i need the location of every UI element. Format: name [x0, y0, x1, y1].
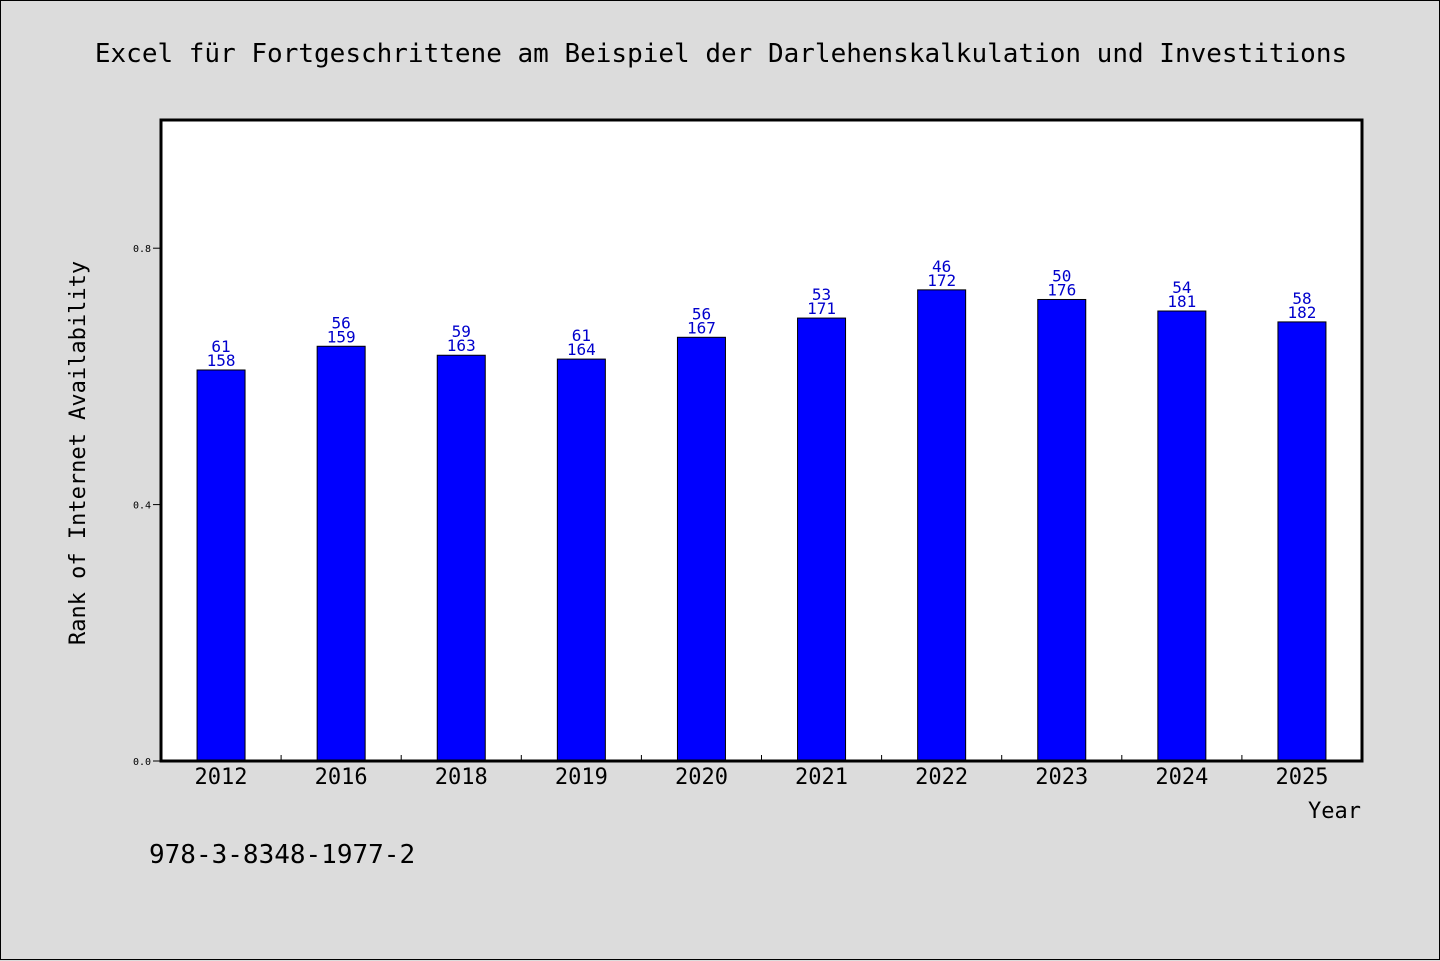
data-label-top-2019: 61 [572, 326, 591, 345]
data-label-bottom-2024: 181 [1167, 292, 1196, 311]
y-tick-label: 0.0 [133, 757, 151, 768]
data-label-bottom-2023: 176 [1047, 280, 1076, 299]
y-axis-label: Rank of Internet Availability [66, 261, 91, 645]
bar-2016 [316, 345, 366, 762]
y-tick-label: 0.4 [133, 501, 151, 512]
bar-2024 [1157, 310, 1207, 762]
data-label-top-2016: 56 [332, 313, 351, 332]
data-label-bottom-2021: 171 [807, 299, 836, 318]
x-tick-label-2025: 2025 [1275, 765, 1328, 790]
isbn-footnote: 978-3-8348-1977-2 [149, 840, 415, 870]
data-label-bottom-2019: 164 [567, 340, 596, 359]
bar-2021 [797, 317, 847, 762]
data-label-bottom-2025: 182 [1287, 303, 1316, 322]
bar-2018 [436, 354, 486, 762]
data-label-bottom-2018: 163 [447, 336, 476, 355]
data-label-top-2022: 46 [932, 257, 951, 276]
bar-2019 [556, 358, 606, 762]
data-label-bottom-2012: 158 [207, 351, 236, 370]
x-tick-label-2018: 2018 [435, 765, 488, 790]
bar-2023 [1037, 298, 1087, 762]
plot-frame [159, 118, 1364, 763]
y-axis-ticks: 0.0 0.4 0.8 [133, 244, 161, 768]
x-axis-ticks: 2012 2016 2018 2019 2020 2021 2022 2023 2024 2025 [195, 755, 1328, 790]
data-label-top-2023: 50 [1052, 266, 1071, 285]
bar-2012 [196, 369, 246, 762]
y-tick-label: 0.8 [133, 244, 151, 255]
bar-2025 [1277, 321, 1327, 762]
x-tick-label-2022: 2022 [915, 765, 968, 790]
x-tick-label-2019: 2019 [555, 765, 608, 790]
data-label-bottom-2020: 167 [687, 318, 716, 337]
data-label-top-2024: 54 [1172, 278, 1191, 297]
data-label-top-2012: 61 [211, 337, 230, 356]
x-tick-label-2016: 2016 [315, 765, 368, 790]
x-tick-label-2024: 2024 [1155, 765, 1208, 790]
data-label-bottom-2022: 172 [927, 271, 956, 290]
x-tick-label-2012: 2012 [195, 765, 248, 790]
chart-title: Excel für Fortgeschrittene am Beispiel d… [95, 39, 1347, 69]
data-label-top-2018: 59 [452, 322, 471, 341]
data-label-bottom-2016: 159 [327, 327, 356, 346]
data-label-top-2025: 58 [1292, 289, 1311, 308]
x-axis-label: Year [1308, 799, 1361, 824]
bar-2022 [917, 289, 967, 762]
bars-group [196, 289, 1327, 762]
x-tick-label-2020: 2020 [675, 765, 728, 790]
data-label-top-2020: 56 [692, 304, 711, 323]
data-label-top-2021: 53 [812, 285, 831, 304]
x-tick-label-2023: 2023 [1035, 765, 1088, 790]
bar-2020 [676, 336, 726, 762]
x-tick-label-2021: 2021 [795, 765, 848, 790]
